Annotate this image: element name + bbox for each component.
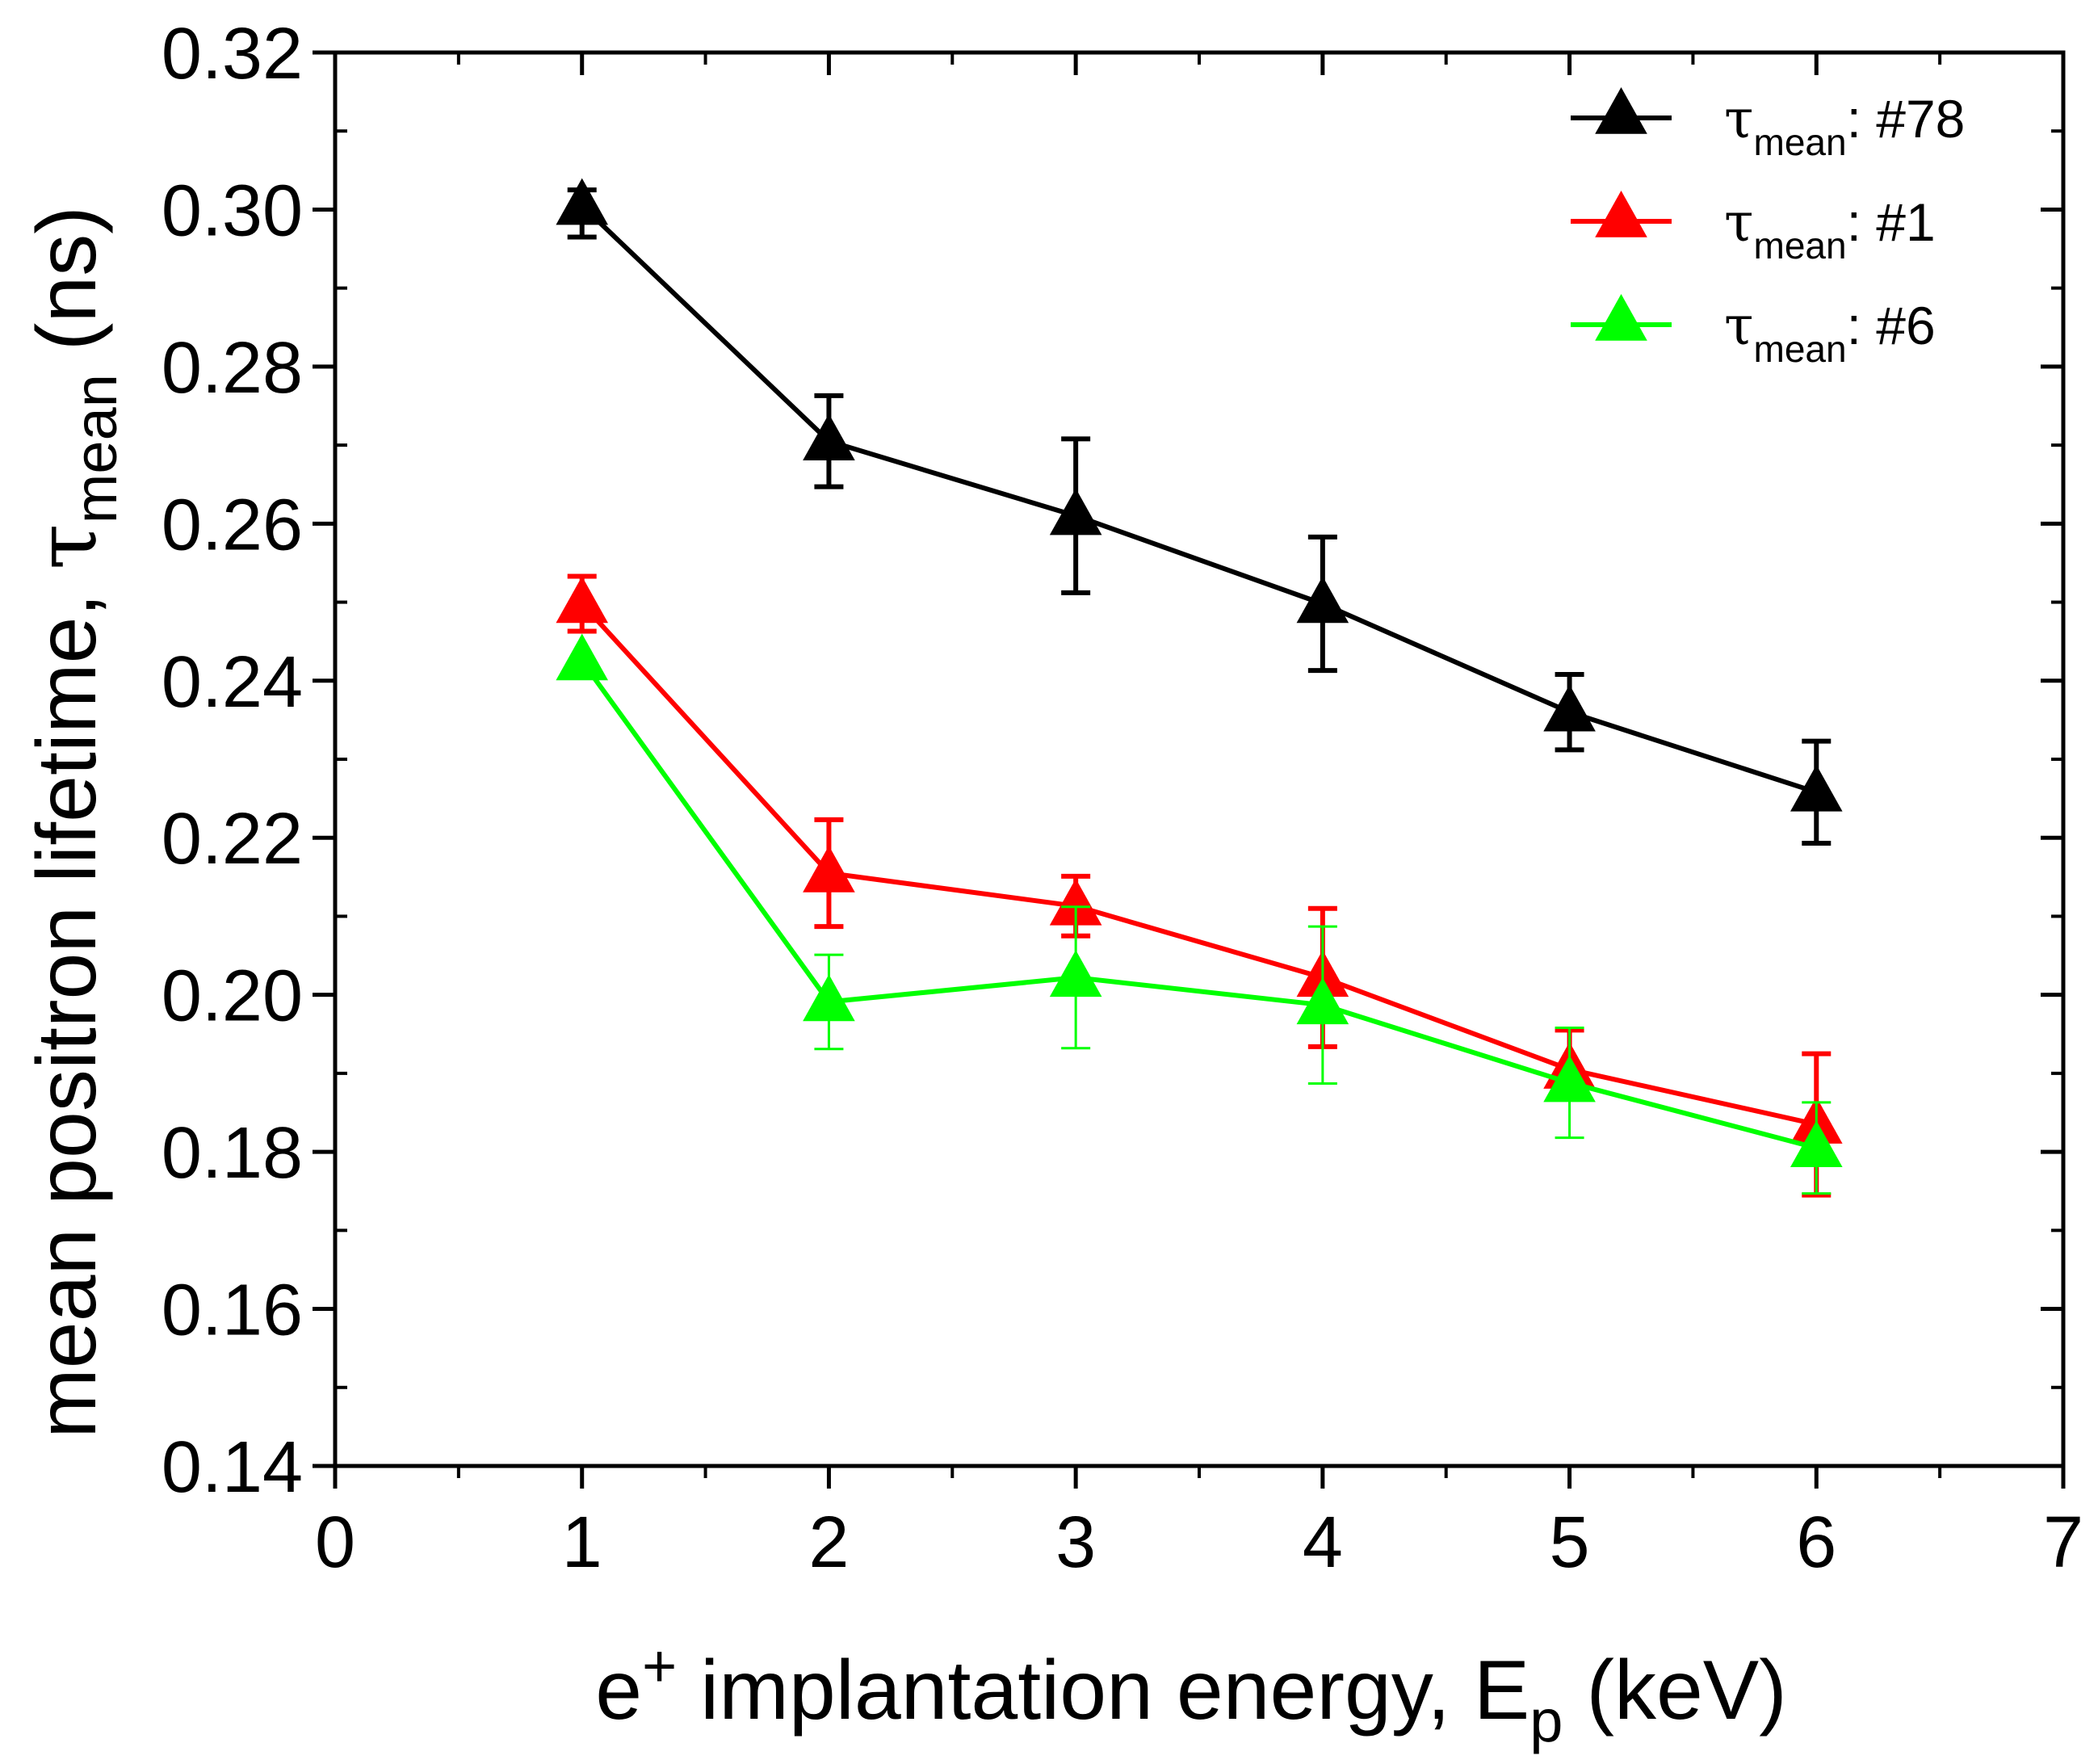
data-point-s1 [803,845,855,892]
data-point-s78 [1543,684,1596,732]
y-tick-label: 0.20 [162,956,303,1037]
x-tick-label: 6 [1796,1502,1836,1583]
x-tick-label: 4 [1303,1502,1343,1583]
series-line-s78 [580,204,1818,795]
y-tick-label: 0.18 [162,1113,303,1194]
data-point-s6 [1790,1120,1843,1168]
data-point-s6 [1049,950,1102,998]
x-tick-label: 7 [2043,1502,2083,1583]
legend-label: τmean: #1 [1724,191,1936,267]
legend-item-s78: τmean: #78 [1571,87,1965,163]
series-line-s6 [580,659,1818,1151]
legend-item-s1: τmean: #1 [1571,191,1936,267]
y-axis-title: mean positron lifetime, τmean (ns) [17,206,129,1438]
data-point-s78 [1296,576,1349,624]
data-point-s78 [803,414,855,461]
series-line-s1 [580,602,1817,1128]
series-layer [556,178,1843,1198]
legend-marker [1595,294,1647,341]
legend: τmean: #78 τmean: #1 τmean: #6 [1571,87,1965,370]
y-tick-label: 0.16 [162,1270,303,1351]
x-tick-label: 3 [1055,1502,1096,1583]
data-point-s78 [1790,764,1843,812]
data-point-s6 [803,974,855,1022]
x-tick-label: 1 [562,1502,602,1583]
legend-label: τmean: #6 [1724,295,1936,370]
y-tick-label: 0.30 [162,170,303,251]
y-tick-label: 0.28 [162,328,303,409]
data-point-s6 [1296,977,1349,1025]
legend-item-s6: τmean: #6 [1571,294,1936,370]
data-point-s1 [556,576,609,624]
data-point-s6 [556,633,609,681]
y-tick-label: 0.22 [162,799,303,880]
data-point-s1 [1049,878,1102,926]
y-tick-label: 0.14 [162,1427,303,1508]
legend-marker [1595,87,1647,134]
x-tick-label: 5 [1550,1502,1590,1583]
axis-ticks: 0 1 2 3 4 5 6 7 0.14 0.16 0.18 0.20 0.22 0.24 0.26 0.28… [162,14,2083,1583]
data-point-s78 [1049,488,1102,536]
series-s6 [556,633,1843,1195]
data-point-s78 [556,178,609,225]
y-tick-label: 0.26 [162,485,303,565]
legend-label: τmean: #78 [1724,88,1965,163]
y-tick-label: 0.24 [162,642,303,723]
data-point-s6 [1543,1055,1596,1102]
y-tick-label: 0.32 [162,14,303,94]
legend-marker [1595,191,1647,237]
series-s78 [556,178,1843,846]
x-tick-label: 2 [808,1502,849,1583]
x-tick-label: 0 [315,1502,355,1583]
x-axis-title: e+ implantation energy, Ep (keV) [595,1632,1787,1754]
